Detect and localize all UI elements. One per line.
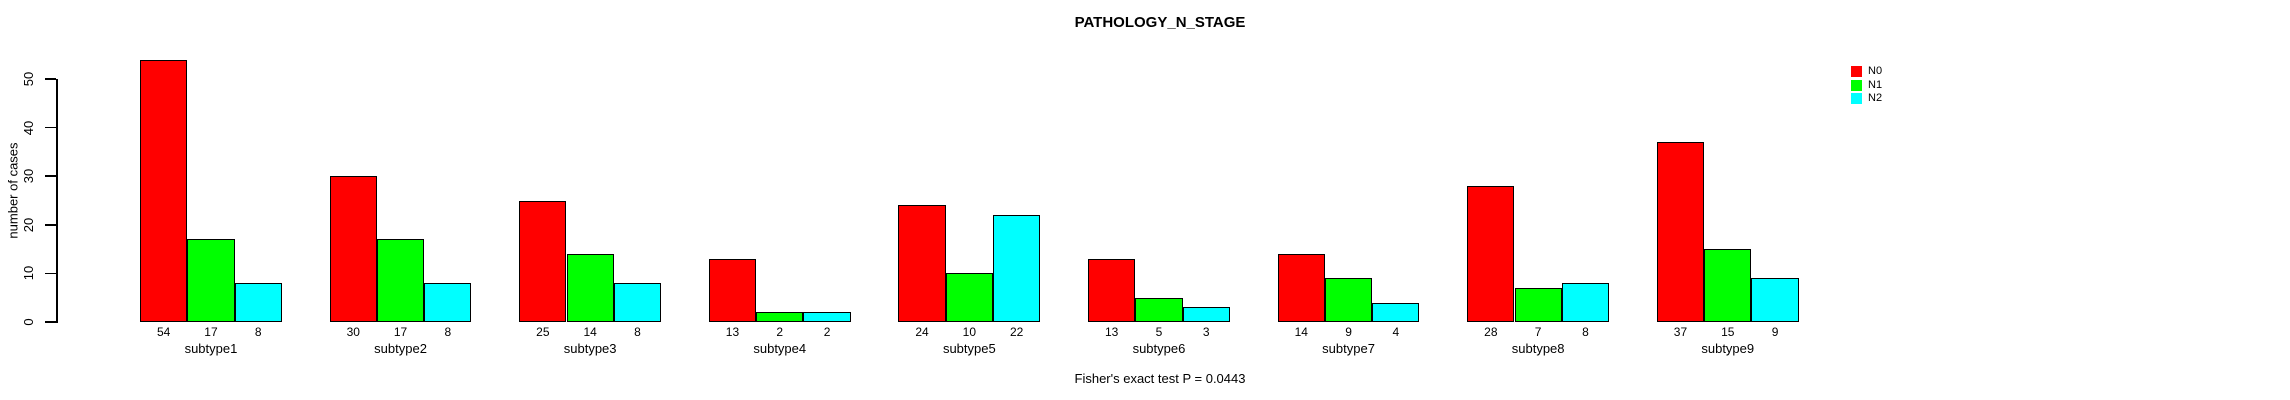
y-tick-label: 20 bbox=[20, 217, 36, 233]
bar-value-label: 17 bbox=[393, 325, 408, 339]
bar-value-label: 54 bbox=[156, 325, 171, 339]
bar-n1-subtype6 bbox=[1135, 297, 1183, 322]
bar-value-label: 8 bbox=[1582, 325, 1589, 339]
y-tick bbox=[45, 78, 56, 80]
bar-n1-subtype5 bbox=[945, 273, 993, 322]
y-axis-line bbox=[56, 79, 58, 323]
x-category-label: subtype7 bbox=[1322, 341, 1375, 356]
legend-label-n0: N0 bbox=[1868, 65, 1883, 77]
bar-value-label: 7 bbox=[1534, 325, 1542, 339]
bar-value-label: 2 bbox=[776, 325, 784, 339]
bar-n2-subtype9 bbox=[1751, 278, 1799, 322]
bar-value-label: 3 bbox=[1202, 325, 1210, 339]
bar-n0-subtype7 bbox=[1277, 253, 1325, 322]
bar-n2-subtype6 bbox=[1182, 307, 1230, 322]
bar-value-label: 25 bbox=[536, 325, 550, 339]
chart-title: PATHOLOGY_N_STAGE bbox=[1074, 14, 1246, 31]
bar-value-label: 24 bbox=[915, 325, 929, 339]
x-category-label: subtype3 bbox=[563, 341, 617, 356]
bar-value-label: 37 bbox=[1673, 325, 1688, 339]
y-tick-label: 30 bbox=[20, 168, 36, 184]
bar-value-label: 4 bbox=[1392, 325, 1400, 339]
legend-swatch-n1 bbox=[1851, 79, 1862, 91]
bar-n1-subtype7 bbox=[1324, 278, 1373, 322]
legend-swatch-n0 bbox=[1851, 66, 1862, 77]
y-tick bbox=[45, 321, 56, 323]
bar-value-label: 10 bbox=[962, 325, 977, 339]
bar-n0-subtype2 bbox=[329, 176, 377, 322]
bar-n1-subtype3 bbox=[566, 253, 614, 322]
x-category-label: subtype6 bbox=[1132, 341, 1186, 356]
bar-n0-subtype9 bbox=[1656, 142, 1705, 322]
bar-n1-subtype8 bbox=[1514, 287, 1562, 322]
bar-n0-subtype1 bbox=[140, 59, 188, 322]
bar-n0-subtype4 bbox=[708, 258, 757, 322]
legend-swatch-n2 bbox=[1851, 93, 1862, 104]
bar-n2-subtype8 bbox=[1561, 283, 1610, 322]
y-tick bbox=[45, 126, 56, 129]
bar-n2-subtype7 bbox=[1372, 302, 1420, 322]
y-tick-label: 0 bbox=[20, 318, 36, 326]
bar-n2-subtype2 bbox=[424, 283, 472, 322]
bar-n1-subtype2 bbox=[376, 239, 425, 322]
bar-value-label: 8 bbox=[634, 325, 641, 339]
bar-n0-subtype3 bbox=[519, 200, 567, 322]
bar-value-label: 30 bbox=[346, 325, 360, 339]
y-tick bbox=[45, 175, 56, 177]
bar-value-label: 5 bbox=[1155, 325, 1163, 339]
bar-value-label: 2 bbox=[823, 325, 831, 339]
bar-value-label: 17 bbox=[204, 325, 218, 339]
x-category-label: subtype4 bbox=[753, 341, 807, 356]
x-category-label: subtype2 bbox=[374, 341, 427, 356]
bar-value-label: 9 bbox=[1771, 325, 1779, 339]
legend-label-n2: N2 bbox=[1868, 92, 1883, 104]
bar-value-label: 13 bbox=[1104, 325, 1119, 339]
y-tick-label: 40 bbox=[20, 120, 36, 135]
bar-n1-subtype9 bbox=[1704, 249, 1752, 322]
y-tick-label: 50 bbox=[20, 71, 36, 87]
bar-value-label: 14 bbox=[1294, 325, 1308, 339]
bar-n2-subtype5 bbox=[993, 215, 1041, 322]
bar-n0-subtype6 bbox=[1088, 258, 1136, 322]
bar-value-label: 8 bbox=[444, 325, 452, 339]
bar-n2-subtype1 bbox=[234, 283, 282, 322]
x-category-label: subtype9 bbox=[1701, 341, 1755, 356]
legend-label-n1: N1 bbox=[1868, 78, 1883, 91]
bar-n0-subtype5 bbox=[898, 205, 946, 322]
bar-value-label: 15 bbox=[1721, 325, 1735, 339]
bar-value-label: 14 bbox=[583, 325, 597, 339]
bar-value-label: 8 bbox=[254, 325, 262, 339]
bar-value-label: 13 bbox=[725, 325, 740, 339]
bar-n1-subtype1 bbox=[187, 239, 235, 322]
bar-n0-subtype8 bbox=[1467, 185, 1515, 322]
x-category-label: subtype1 bbox=[184, 341, 238, 356]
fisher-test-caption: Fisher's exact test P = 0.0443 bbox=[1074, 371, 1246, 386]
x-category-label: subtype8 bbox=[1511, 341, 1565, 356]
bar-value-label: 9 bbox=[1345, 325, 1352, 339]
bar-n2-subtype3 bbox=[613, 283, 662, 322]
y-tick bbox=[45, 272, 56, 275]
bar-value-label: 22 bbox=[1009, 325, 1024, 339]
y-tick-label: 10 bbox=[20, 266, 36, 281]
y-tick bbox=[45, 224, 56, 226]
bar-n1-subtype4 bbox=[756, 312, 804, 322]
bar-value-label: 28 bbox=[1484, 325, 1498, 339]
x-category-label: subtype5 bbox=[942, 341, 996, 356]
bar-n2-subtype4 bbox=[803, 312, 851, 322]
